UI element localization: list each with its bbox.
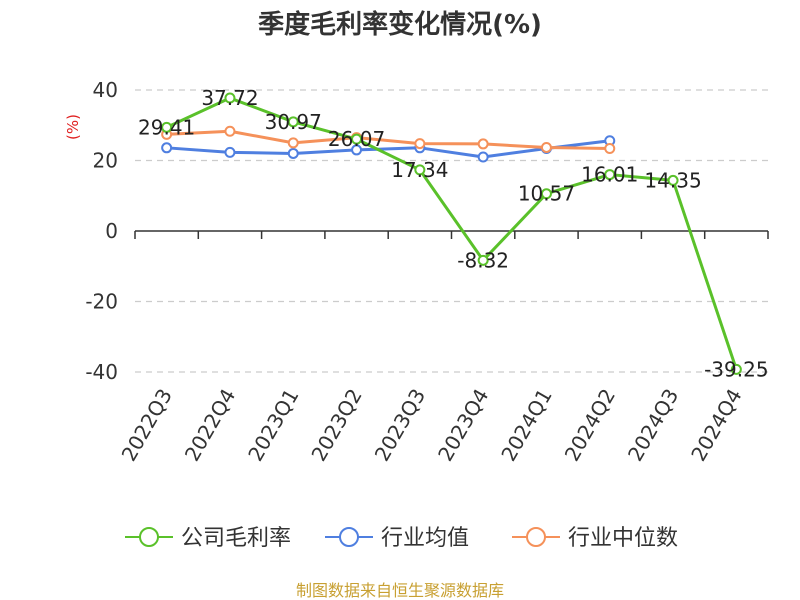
series-1 [161, 135, 616, 163]
data-point[interactable] [161, 121, 173, 133]
series-line [166, 129, 610, 151]
data-label: 16.01 [581, 163, 638, 187]
y-tick-label: 0 [105, 219, 118, 243]
legend-swatch-marker [139, 527, 159, 547]
data-point[interactable] [414, 164, 426, 176]
data-point[interactable] [477, 151, 489, 163]
y-ticks: 40 20 0 -20 -40 [85, 78, 118, 384]
x-tick-label: 2022Q3 [117, 385, 177, 466]
y-axis-label: (%) [64, 114, 82, 140]
data-label: 14.35 [644, 168, 701, 192]
x-tick-label: 2024Q1 [496, 385, 556, 466]
data-label: 29.41 [138, 115, 195, 139]
x-tick-label: 2023Q2 [306, 385, 366, 466]
x-tick-label: 2024Q2 [560, 385, 620, 466]
x-tick-label: 2024Q3 [623, 385, 683, 466]
data-point[interactable] [477, 138, 489, 150]
legend[interactable]: 公司毛利率 行业均值 行业中位数 [125, 526, 678, 551]
legend-swatch-marker [339, 527, 359, 547]
data-point[interactable] [730, 363, 742, 375]
x-tick-label: 2022Q4 [180, 385, 240, 466]
data-point[interactable] [351, 144, 363, 156]
data-label: 37.72 [201, 86, 258, 110]
data-point[interactable] [224, 146, 236, 158]
x-tick-label: 2023Q3 [370, 385, 430, 466]
data-point[interactable] [477, 254, 489, 266]
data-point[interactable] [287, 137, 299, 149]
legend-label: 公司毛利率 [181, 526, 291, 551]
y-tick-label: 40 [93, 78, 118, 102]
data-point[interactable] [540, 141, 552, 153]
data-label: 26.07 [328, 127, 385, 151]
series-line [166, 96, 738, 370]
x-axis: 2022Q3 2022Q4 2023Q1 2023Q2 2023Q3 2023Q4 2024… [117, 230, 769, 466]
legend-label: 行业中位数 [568, 526, 678, 551]
data-point[interactable] [667, 174, 679, 186]
series-line [166, 139, 610, 159]
series-0 [161, 92, 742, 375]
data-label: 30.97 [265, 110, 322, 134]
source-note: 制图数据来自恒生聚源数据库 [296, 581, 504, 600]
legend-swatch-marker [526, 527, 546, 547]
x-tick-label: 2023Q4 [433, 385, 493, 466]
data-point[interactable] [161, 142, 173, 154]
y-tick-label: -20 [85, 290, 118, 314]
legend-label: 行业均值 [381, 526, 469, 551]
x-tick-label: 2024Q4 [686, 385, 746, 466]
y-tick-label: 20 [93, 149, 118, 173]
data-point[interactable] [287, 147, 299, 159]
y-tick-label: -40 [85, 360, 118, 384]
data-point[interactable] [287, 116, 299, 128]
data-label: 10.57 [518, 182, 575, 206]
chart-title: 季度毛利率变化情况(%) [258, 9, 542, 40]
data-point[interactable] [540, 188, 552, 200]
data-point[interactable] [224, 125, 236, 137]
data-point[interactable] [351, 133, 363, 145]
data-point[interactable] [604, 143, 616, 155]
legend-item-1[interactable]: 行业均值 [325, 526, 469, 551]
data-point[interactable] [224, 92, 236, 104]
legend-item-2[interactable]: 行业中位数 [512, 526, 678, 551]
x-tick-label: 2023Q1 [243, 385, 303, 466]
data-point[interactable] [414, 138, 426, 150]
data-label: 17.34 [391, 158, 448, 182]
data-label: -39.25 [704, 357, 768, 381]
data-label: -8.32 [457, 248, 509, 272]
legend-item-0[interactable]: 公司毛利率 [125, 526, 291, 551]
data-point[interactable] [604, 169, 616, 181]
